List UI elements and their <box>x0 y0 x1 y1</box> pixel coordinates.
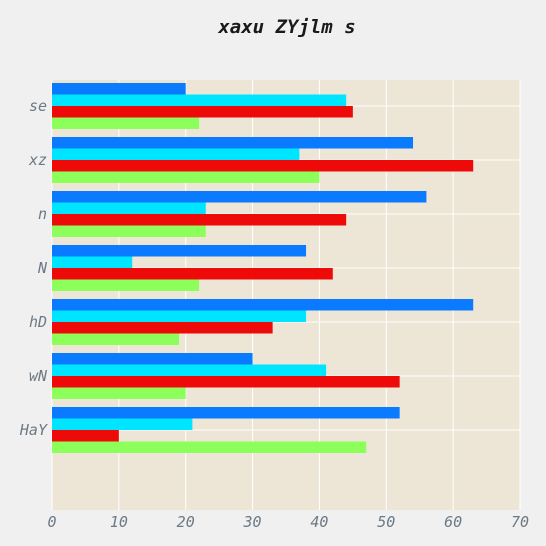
bar <box>52 279 200 291</box>
y-tick-label: se <box>29 97 47 115</box>
bar <box>52 310 307 322</box>
bar <box>52 353 253 365</box>
bar <box>52 322 273 334</box>
bar <box>52 214 347 226</box>
bar <box>52 191 427 203</box>
bar <box>52 407 400 419</box>
bar <box>52 106 353 118</box>
bar <box>52 387 186 399</box>
bar <box>52 430 119 442</box>
x-tick-label: 10 <box>110 513 128 531</box>
bar <box>52 299 474 311</box>
y-tick-label: hD <box>29 313 47 331</box>
x-tick-label: 40 <box>310 513 328 531</box>
x-tick-label: 20 <box>177 513 195 531</box>
bar <box>52 148 300 160</box>
x-tick-label: 50 <box>377 513 395 531</box>
x-tick-label: 30 <box>243 513 262 531</box>
y-tick-label: N <box>37 259 48 277</box>
bar <box>52 202 206 214</box>
x-tick-label: 0 <box>47 513 56 531</box>
chart-title: xaxu ZYjlm s <box>217 16 355 38</box>
bar <box>52 333 180 345</box>
bar <box>52 418 193 430</box>
x-tick-labels: 0 10 20 30 40 50 60 70 <box>47 513 529 531</box>
bar <box>52 268 333 280</box>
y-tick-label: wN <box>29 367 48 385</box>
bar <box>52 117 200 129</box>
y-tick-label: xz <box>28 151 47 169</box>
bar <box>52 94 347 106</box>
y-tick-labels: se xz n NhD wN HaY <box>19 97 48 439</box>
bar <box>52 256 133 268</box>
y-tick-label: n <box>38 205 47 223</box>
bar <box>52 364 327 376</box>
bar <box>52 225 206 237</box>
y-tick-label: HaY <box>19 421 48 439</box>
x-tick-label: 60 <box>444 513 462 531</box>
bar <box>52 160 474 172</box>
bars <box>52 83 474 453</box>
bar <box>52 441 367 453</box>
x-tick-label: 70 <box>511 513 529 531</box>
bar <box>52 83 186 95</box>
bar <box>52 245 307 257</box>
bar <box>52 376 400 388</box>
bar <box>52 137 414 149</box>
bar <box>52 171 320 183</box>
